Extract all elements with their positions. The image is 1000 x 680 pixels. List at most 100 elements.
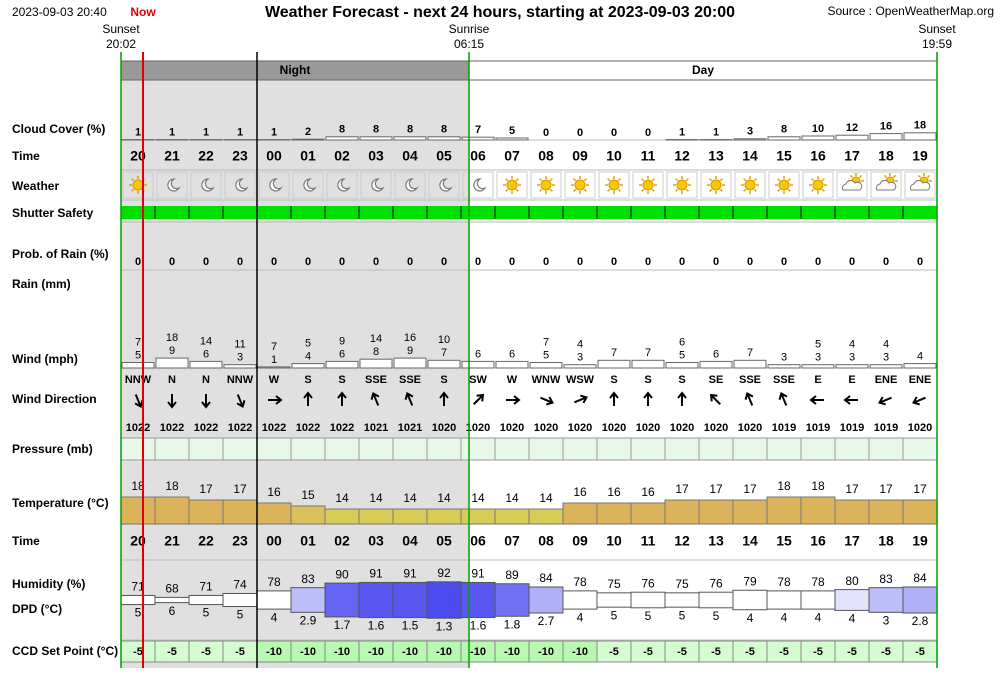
- weather-cell: [360, 171, 392, 199]
- arrow-head: [744, 392, 754, 400]
- hour-label: 15: [776, 533, 792, 549]
- temperature-value: 14: [403, 491, 417, 505]
- hour-label: 06: [470, 533, 486, 549]
- wind-speed: 9: [407, 345, 413, 357]
- sun-ray: [927, 174, 931, 178]
- arrow-shaft: [134, 394, 142, 406]
- wind-gust: 7: [543, 336, 549, 348]
- cloud: [841, 180, 863, 191]
- timestamp: 2023-09-03 20:40: [12, 5, 107, 19]
- ccd-value: -5: [677, 646, 687, 658]
- sun-ray: [753, 178, 757, 182]
- pressure-cell: [358, 437, 394, 461]
- humidity-value: 74: [233, 578, 247, 592]
- arrow-shaft: [540, 396, 552, 404]
- hour-label: 03: [368, 533, 384, 549]
- weather-cell: [122, 171, 154, 199]
- temperature-value: 17: [913, 482, 927, 496]
- wind-direction: E: [814, 374, 821, 386]
- arrow-head: [709, 393, 718, 402]
- night-shade: [121, 80, 469, 668]
- pressure-cell: [800, 437, 836, 461]
- weather-cell: [224, 171, 256, 199]
- wind-direction: N: [202, 374, 210, 386]
- humidity-bar: [562, 590, 598, 610]
- rain-prob-value: 0: [713, 256, 719, 268]
- cloud-value: 1: [135, 127, 141, 139]
- hour-label: 14: [742, 533, 758, 549]
- temperature-value: 14: [369, 491, 383, 505]
- rain-prob-value: 0: [781, 256, 787, 268]
- wind-direction: SSE: [739, 374, 761, 386]
- weather-icon: [673, 176, 691, 194]
- sun-ray: [821, 188, 825, 192]
- humidity-bar: [460, 581, 496, 619]
- hour-label: 00: [266, 533, 282, 549]
- hour-label: 01: [300, 533, 316, 549]
- weather-icon: [909, 173, 932, 191]
- sun-ray: [811, 188, 815, 192]
- weather-cell: [904, 171, 936, 199]
- pressure-cell: [222, 437, 258, 461]
- temperature-bar: [834, 499, 870, 525]
- dpd-value: 4: [849, 612, 856, 626]
- sun: [676, 179, 688, 191]
- pressure-cell: [596, 437, 632, 461]
- hour-label: 17: [844, 148, 860, 164]
- humidity-value: 90: [335, 567, 349, 581]
- ccd-value: -5: [609, 646, 619, 658]
- dpd-value: 5: [135, 606, 142, 620]
- humidity-bar: [154, 596, 190, 604]
- ccd-value: -5: [847, 646, 857, 658]
- sun-ray: [709, 188, 713, 192]
- moon: [167, 178, 181, 192]
- humidity-bar: [426, 581, 462, 619]
- cloud-bar: [393, 136, 427, 141]
- temperature-value: 16: [607, 485, 621, 499]
- sun-ray: [617, 188, 621, 192]
- arrow-head: [513, 395, 521, 405]
- hour-label: 03: [368, 148, 384, 164]
- temperature-bar: [460, 508, 496, 525]
- wind-gust: 9: [339, 335, 345, 347]
- pressure-cell: [120, 437, 156, 461]
- weather-icon: [639, 176, 657, 194]
- cloud-bar: [291, 138, 325, 141]
- rain-prob-value: 0: [815, 256, 821, 268]
- row-label: Cloud Cover (%): [12, 122, 105, 136]
- cloud-value: 5: [509, 125, 515, 137]
- pressure-value: 1020: [568, 422, 592, 434]
- arrow-head: [337, 391, 347, 399]
- pressure-value: 1019: [874, 422, 898, 434]
- cloud-value: 7: [475, 124, 481, 136]
- wind-bar: [665, 362, 699, 369]
- wind-speed: 5: [679, 349, 685, 361]
- sun-ray: [777, 178, 781, 182]
- sun: [642, 179, 654, 191]
- humidity-bar: [698, 591, 734, 609]
- rain-prob-value: 0: [679, 256, 685, 268]
- sun-ray: [685, 178, 689, 182]
- wind-direction: S: [644, 374, 651, 386]
- row-label: Time: [12, 149, 40, 163]
- dpd-value: 5: [611, 608, 618, 622]
- pressure-cell: [154, 437, 190, 461]
- hour-label: 05: [436, 533, 452, 549]
- pressure-value: 1022: [330, 422, 354, 434]
- sun-event-time: 19:59: [922, 37, 952, 51]
- sun-ray: [743, 178, 747, 182]
- weather-icon: [775, 176, 793, 194]
- wind-arrow: [404, 392, 414, 406]
- arrow-head: [476, 393, 485, 402]
- wind-arrow: [744, 392, 754, 406]
- dpd-value: 4: [815, 610, 822, 624]
- hour-label: 23: [232, 533, 248, 549]
- wind-arrow: [912, 396, 926, 406]
- wind-direction: SSE: [365, 374, 387, 386]
- humidity-bar: [324, 582, 360, 618]
- wind-gust: 5: [815, 339, 821, 351]
- wind-direction: W: [269, 374, 280, 386]
- hour-label: 14: [742, 148, 758, 164]
- cloud-bar: [733, 138, 767, 141]
- wind-bar: [121, 362, 155, 369]
